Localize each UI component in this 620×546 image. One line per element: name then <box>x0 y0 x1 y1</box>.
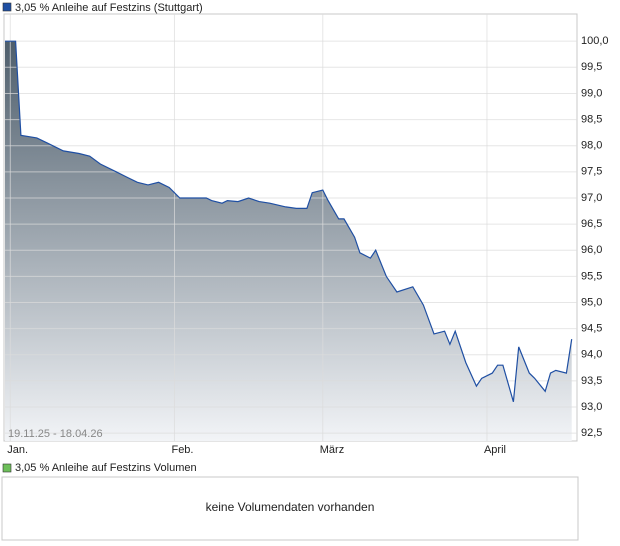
y-tick-label: 96,5 <box>581 218 602 230</box>
y-tick-label: 95,5 <box>581 270 602 282</box>
volume-panel <box>1 476 579 541</box>
x-tick-label: März <box>320 444 344 456</box>
legend-label: 3,05 % Anleihe auf Festzins (Stuttgart) <box>15 2 203 14</box>
y-tick-label: 97,5 <box>581 166 602 178</box>
date-range: 19.11.25 - 18.04.26 <box>8 428 103 440</box>
legend-swatch <box>2 2 12 12</box>
volume-message: keine Volumendaten vorhanden <box>206 500 375 514</box>
y-tick-label: 97,0 <box>581 192 602 204</box>
x-tick-label: Jan. <box>7 444 28 456</box>
y-tick-label: 100,0 <box>581 35 609 47</box>
x-tick-label: April <box>484 444 506 456</box>
volume-legend: 3,05 % Anleihe auf Festzins Volumen <box>15 462 197 474</box>
y-tick-label: 92,5 <box>581 427 602 439</box>
area <box>5 41 572 441</box>
y-tick-label: 98,5 <box>581 113 602 125</box>
y-tick-label: 93,0 <box>581 401 602 413</box>
y-tick-label: 98,0 <box>581 140 602 152</box>
y-tick-label: 94,0 <box>581 349 602 361</box>
y-tick-label: 99,0 <box>581 87 602 99</box>
y-tick-label: 95,0 <box>581 296 602 308</box>
y-tick-label: 94,5 <box>581 323 602 335</box>
y-tick-label: 93,5 <box>581 375 602 387</box>
y-tick-label: 96,0 <box>581 244 602 256</box>
line <box>5 40 573 402</box>
y-tick-label: 99,5 <box>581 61 602 73</box>
legend-swatch <box>2 463 12 473</box>
x-tick-label: Feb. <box>171 444 193 456</box>
